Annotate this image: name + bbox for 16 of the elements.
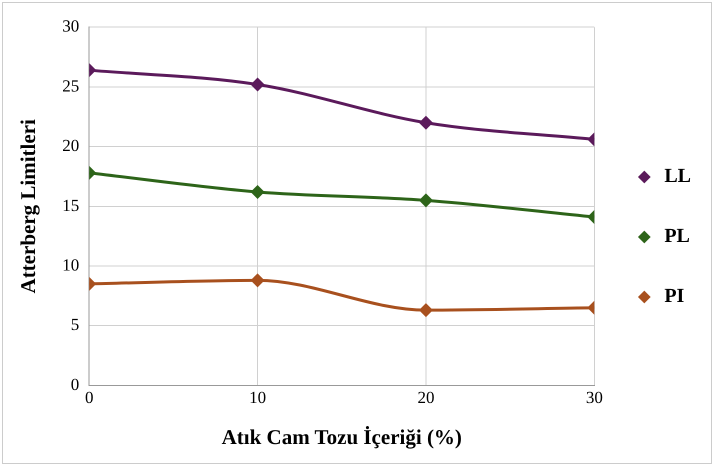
y-tick-label: 20 [62,136,80,156]
x-axis-title: Atık Cam Tozu İçeriği (%) [222,424,462,449]
y-tick-label: 10 [62,255,80,274]
x-tick-label: 0 [84,388,94,408]
y-tick-label: 0 [70,374,80,394]
x-tick-label: 10 [249,388,266,408]
x-tick-label: 20 [417,388,434,408]
y-tick-label: 5 [70,315,80,334]
legend-label: LL [664,165,692,188]
x-tick-label: 30 [586,388,603,408]
y-axis-title: Atterberg Limitleri [16,118,40,294]
y-tick-label: 30 [62,16,80,36]
legend-label: PL [664,225,690,248]
legend-label: PI [664,285,685,308]
y-tick-label: 25 [62,76,80,96]
y-tick-label: 15 [62,196,80,215]
